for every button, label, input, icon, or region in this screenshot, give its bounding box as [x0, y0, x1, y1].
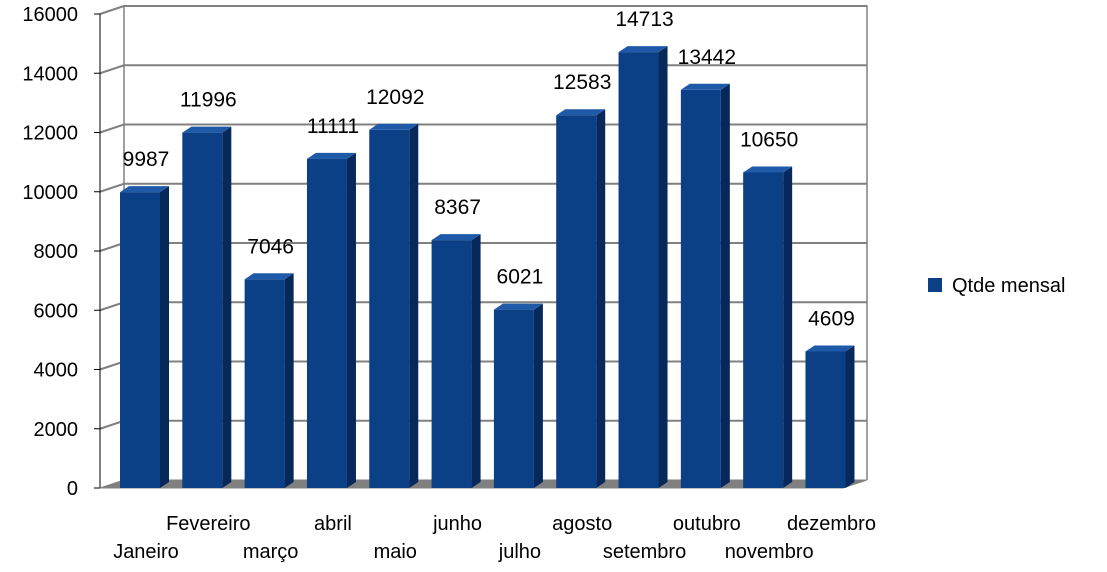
category-label: agosto	[552, 513, 612, 535]
bar-side	[720, 83, 730, 488]
data-label: 10650	[740, 128, 798, 151]
data-label: 8367	[434, 196, 481, 219]
bar-side	[533, 303, 543, 488]
bar	[244, 273, 294, 488]
bar-top	[805, 345, 855, 352]
bar-side	[409, 123, 419, 488]
bar-top	[556, 109, 606, 116]
category-label: março	[243, 541, 299, 563]
data-label: 11111	[307, 115, 359, 138]
bar-front	[556, 115, 597, 488]
bar-top	[743, 166, 793, 173]
bar	[369, 123, 419, 488]
bar-top	[306, 152, 356, 159]
bar-side	[658, 46, 668, 488]
data-label: 11996	[180, 89, 237, 112]
bar-top	[182, 126, 232, 133]
category-label: setembro	[603, 541, 686, 563]
bar-front	[680, 89, 721, 488]
bar	[493, 303, 543, 488]
y-tick-label: 8000	[34, 241, 79, 263]
bar-side	[160, 186, 169, 488]
bar-front	[182, 132, 223, 488]
bar-top	[120, 186, 169, 193]
legend-swatch	[928, 278, 942, 292]
bar-front	[743, 172, 784, 488]
y-tick-label: 16000	[22, 4, 78, 26]
data-label: 12583	[553, 71, 611, 94]
y-tick-label: 6000	[34, 300, 79, 322]
bar	[805, 345, 855, 488]
gridline	[99, 5, 867, 15]
data-label: 13442	[678, 46, 736, 69]
bar-top	[244, 273, 294, 280]
data-label: 9987	[123, 148, 170, 171]
gridline	[99, 64, 867, 75]
bar-top	[680, 83, 730, 90]
bar-top	[369, 123, 419, 130]
bar	[556, 109, 606, 488]
bar-side	[284, 273, 294, 488]
y-tick-label: 2000	[34, 419, 79, 441]
bar	[743, 166, 793, 488]
category-label: maio	[374, 541, 417, 563]
data-label: 6021	[497, 266, 544, 289]
x-axis-labels: Janeiro Fevereiro março abril maio junho julho…	[113, 513, 876, 563]
category-label: junho	[432, 513, 482, 535]
bar-front	[431, 240, 472, 488]
bar-front	[618, 52, 659, 488]
bar-side	[471, 234, 481, 488]
category-label: dezembro	[787, 513, 876, 535]
bar-side	[596, 109, 606, 488]
category-label: Fevereiro	[166, 513, 250, 535]
bar-side	[783, 166, 793, 488]
y-tick-label: 0	[67, 478, 78, 500]
y-tick-label: 14000	[22, 63, 78, 85]
data-label: 7046	[247, 235, 294, 258]
category-label: novembro	[725, 541, 814, 563]
bar-front	[369, 129, 410, 488]
bars: 9987 11996 7046 11111 12092 8367 6021 12583 1471…	[120, 8, 855, 489]
bar-top	[618, 46, 668, 53]
bar-top	[493, 303, 543, 310]
bar	[120, 186, 169, 488]
bar	[431, 234, 481, 488]
bar	[680, 83, 730, 488]
bar-front	[493, 309, 534, 488]
bar-side	[845, 345, 855, 488]
legend-label: Qtde mensal	[952, 275, 1065, 297]
bar	[306, 152, 356, 489]
bar-side	[222, 126, 232, 488]
category-label: julho	[498, 541, 541, 563]
bar	[182, 126, 232, 488]
bar-front	[805, 351, 846, 488]
bar-front	[306, 158, 347, 489]
y-axis-ticks: 0 2000 4000 6000 8000 10000 12000 14000 16000	[22, 4, 101, 500]
data-label: 14713	[615, 8, 673, 31]
bar-front	[120, 192, 160, 488]
bar-side	[346, 152, 356, 489]
data-label: 4609	[808, 307, 855, 330]
y-tick-label: 4000	[34, 360, 79, 382]
category-label: abril	[314, 513, 352, 535]
y-tick-label: 12000	[22, 123, 78, 145]
category-label: Janeiro	[113, 541, 179, 563]
bar	[618, 46, 668, 488]
bar-front	[244, 279, 285, 488]
data-label: 12092	[366, 86, 424, 109]
y-tick-label: 10000	[22, 182, 78, 204]
category-label: outubro	[673, 513, 741, 535]
bar-top	[431, 234, 481, 241]
legend: Qtde mensal	[928, 275, 1065, 297]
